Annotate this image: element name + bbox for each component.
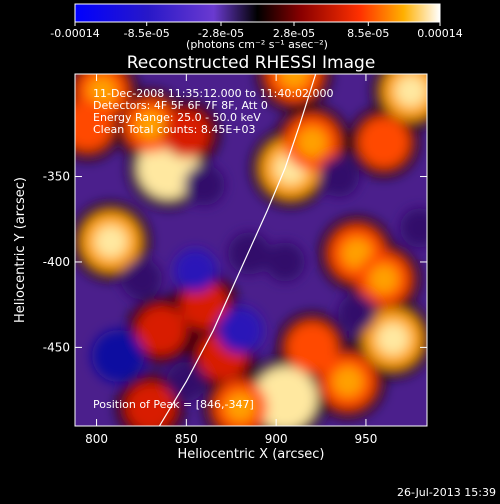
chart-title: Reconstructed RHESSI Image	[127, 53, 376, 73]
heatmap-source	[228, 232, 271, 275]
heatmap-source	[75, 99, 114, 152]
colorbar-tick-label: -2.8e-05	[198, 27, 244, 40]
heatmap-source	[121, 258, 162, 300]
colorbar-tick-label: 8.5e-05	[347, 27, 389, 40]
heatmap-source-core	[332, 366, 364, 397]
annotation-clean-counts: Clean Total counts: 8.45E+03	[93, 123, 256, 136]
heatmap-source	[338, 294, 376, 333]
heatmap-source-core	[87, 76, 117, 106]
axis-ticks: 800 850 900 950 -350 -400 -450	[43, 74, 427, 446]
annotation-energy-range: Energy Range: 25.0 - 50.0 keV	[93, 111, 261, 124]
colorbar-tick-label: 2.8e-05	[273, 27, 315, 40]
heatmap-source	[265, 242, 305, 282]
heatmap-source	[92, 329, 145, 382]
annotation-detectors: Detectors: 4F 5F 6F 7F 8F, Att 0	[93, 99, 268, 112]
heatmap-layer	[75, 74, 427, 426]
heatmap-source-core	[376, 322, 410, 356]
heatmap-source-core	[369, 264, 399, 294]
heatmap-source-core	[151, 150, 186, 186]
footer-timestamp: 26-Jul-2013 15:39	[397, 486, 496, 499]
heatmap-source	[173, 248, 218, 293]
annotation-peak-position: Position of Peak = [846,-347]	[93, 398, 254, 411]
x-tick-label: 800	[85, 432, 108, 446]
plot-frame	[74, 73, 428, 427]
heatmap-source	[318, 156, 360, 197]
y-tick-label: -350	[43, 170, 70, 184]
colorbar	[74, 3, 441, 23]
x-axis-label: Heliocentric X (arcsec)	[178, 447, 325, 462]
annotation-time-range: 11-Dec-2008 11:35:12.000 to 11:40:02.000	[93, 87, 334, 100]
heatmap-source-core	[394, 75, 427, 108]
heatmap-source	[162, 109, 211, 158]
heatmap-source	[184, 164, 225, 206]
colorbar-units: (photons cm⁻² s⁻¹ asec⁻²)	[186, 38, 328, 51]
colorbar-tick-label: 0.00014	[417, 27, 463, 40]
heatmap-source-core	[296, 126, 328, 158]
heatmap-source	[217, 307, 264, 354]
heatmap-source	[357, 116, 410, 169]
heatmap-source	[125, 382, 176, 426]
colorbar-ticks: -0.00014 -8.5e-05 -2.8e-05 2.8e-05 8.5e-05 0.…	[50, 22, 463, 40]
x-tick-label: 900	[265, 432, 288, 446]
heatmap-source-core	[278, 74, 310, 90]
y-axis-label: Heliocentric Y (arcsec)	[13, 177, 28, 323]
solar-limb-curve	[158, 74, 317, 426]
y-tick-label: -400	[43, 255, 70, 269]
heatmap-source	[136, 305, 187, 356]
x-tick-label: 850	[175, 432, 198, 446]
heatmap-source	[400, 208, 427, 248]
colorbar-tick-label: -0.00014	[50, 27, 99, 40]
heatmap-source-core	[135, 110, 166, 141]
heatmap-source-core	[225, 392, 256, 423]
heatmap-source-core	[94, 224, 128, 258]
colorbar-tick-label: -8.5e-05	[124, 27, 170, 40]
heatmap-source-core	[267, 381, 303, 417]
y-tick-label: -450	[43, 340, 70, 354]
heatmap-source	[286, 321, 339, 374]
x-tick-label: 950	[354, 432, 377, 446]
heatmap-source	[180, 280, 229, 329]
